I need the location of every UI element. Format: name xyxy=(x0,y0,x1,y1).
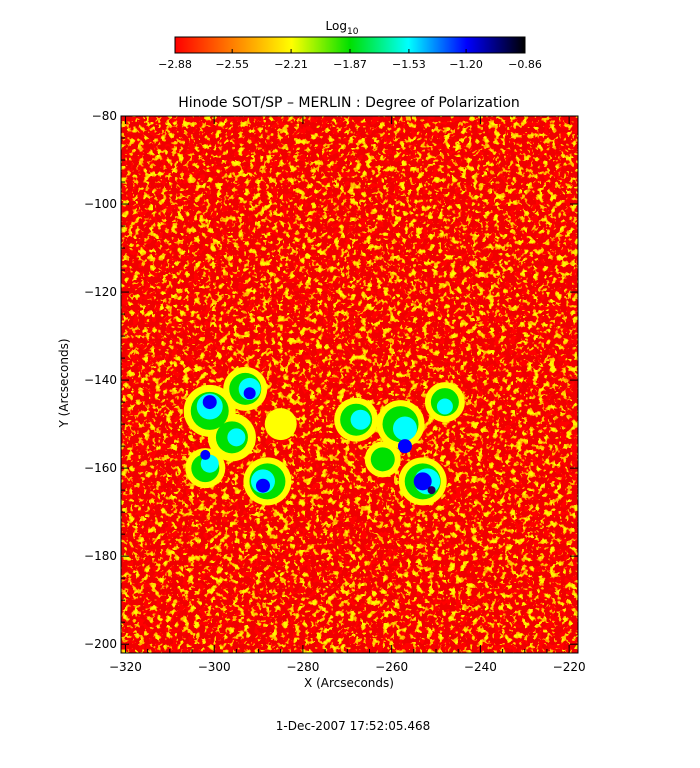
colorbar-tick-label: −1.20 xyxy=(449,58,483,71)
colorbar-ticks: −2.88 −2.55 −2.21 −1.87 −1.53 −1.20 −0.86 xyxy=(158,49,542,71)
colorbar: Log10 −2.88 −2.55 −2.21 −1.87 −1.53 −1.20 −0.8… xyxy=(158,19,542,71)
x-tick-label: −300 xyxy=(198,660,231,674)
x-axis-title: X (Arcseconds) xyxy=(304,676,394,690)
feature-core xyxy=(243,387,256,400)
y-axis: −80 −100 −120 −140 −160 −180 −200 xyxy=(84,109,578,651)
x-tick-label: −220 xyxy=(553,660,586,674)
noise-layer xyxy=(121,116,578,653)
feature-mid xyxy=(370,447,395,472)
colorbar-title: Log10 xyxy=(326,19,359,37)
feature-core xyxy=(255,478,270,493)
feature-inner xyxy=(392,416,417,441)
colorbar-tick-label: −1.53 xyxy=(392,58,426,71)
y-tick-label: −100 xyxy=(84,197,117,211)
date-stamp: 1-Dec-2007 17:52:05.468 xyxy=(276,719,430,733)
y-tick-label: −140 xyxy=(84,373,117,387)
feature-core xyxy=(397,439,412,454)
colorbar-tick-label: −1.87 xyxy=(333,58,367,71)
colorbar-tick-label: −2.21 xyxy=(274,58,308,71)
feature-core xyxy=(413,472,432,491)
colorbar-tick-label: −0.86 xyxy=(508,58,542,71)
x-tick-label: −240 xyxy=(464,660,497,674)
polarization-features xyxy=(183,366,465,506)
x-tick-label: −280 xyxy=(286,660,319,674)
plot-area xyxy=(121,116,578,653)
colorbar-tick-label: −2.55 xyxy=(215,58,249,71)
x-axis: −320 −300 −280 −260 −240 −220 xyxy=(109,116,586,674)
feature-inner xyxy=(436,398,453,415)
y-tick-label: −180 xyxy=(84,549,117,563)
y-tick-label: −120 xyxy=(84,285,117,299)
x-tick-label: −260 xyxy=(375,660,408,674)
x-tick-label: −320 xyxy=(109,660,142,674)
plot-frame xyxy=(120,115,579,654)
feature-core xyxy=(200,449,211,460)
feature-peak xyxy=(427,486,436,495)
feature-core xyxy=(202,395,217,410)
feature-inner xyxy=(227,428,246,447)
y-tick-label: −160 xyxy=(84,461,117,475)
y-tick-label: −200 xyxy=(84,637,117,651)
chart-title: Hinode SOT/SP – MERLIN : Degree of Polar… xyxy=(178,95,520,111)
colorbar-tick-label: −2.88 xyxy=(158,58,192,71)
y-axis-title: Y (Arcseconds) xyxy=(57,338,71,428)
feature-halo xyxy=(264,408,297,441)
y-tick-label: −80 xyxy=(92,109,117,123)
feature-inner xyxy=(350,409,371,430)
